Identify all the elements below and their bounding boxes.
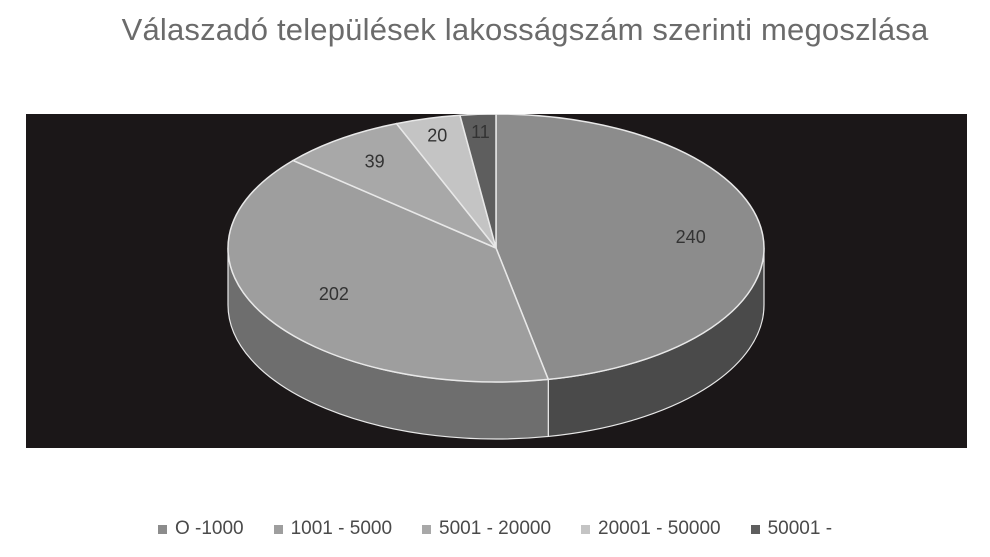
pie-slice-1 <box>227 159 550 383</box>
data-label-3: 20 <box>427 125 447 145</box>
data-label-2: 39 <box>365 152 385 172</box>
legend-swatch-3 <box>581 524 591 534</box>
legend-item-3: 20001 - 50000 <box>581 518 721 540</box>
data-label-1: 202 <box>319 284 349 304</box>
data-label-4: 11 <box>471 122 490 142</box>
pie-chart: 240 202 39 20 11 <box>227 114 765 440</box>
legend-label-2: 5001 - 20000 <box>439 518 552 539</box>
pie-slice-2 <box>291 122 497 249</box>
legend-label-0: O -1000 <box>174 518 244 539</box>
legend: O -1000 1001 - 5000 5001 - 20000 20001 - 50… <box>0 518 990 540</box>
legend-swatch-0 <box>157 524 167 534</box>
legend-label-4: 50001 - <box>767 518 833 539</box>
pie-slices <box>227 114 765 383</box>
pie-slice-4 <box>458 114 497 249</box>
legend-item-1: 1001 - 5000 <box>273 518 393 540</box>
pie-slice-0 <box>495 114 765 381</box>
legend-swatch-1 <box>273 524 283 534</box>
legend-swatch-4 <box>750 524 760 534</box>
data-labels: 240 202 39 20 11 <box>319 122 706 304</box>
legend-label-3: 20001 - 50000 <box>598 518 721 539</box>
legend-item-0: O -1000 <box>157 518 244 540</box>
legend-swatch-2 <box>422 524 432 534</box>
legend-item-2: 5001 - 20000 <box>422 518 551 540</box>
legend-label-1: 1001 - 5000 <box>290 518 393 539</box>
chart-title: Válaszadó települések lakosságszám szeri… <box>121 12 929 47</box>
data-label-0: 240 <box>676 227 706 247</box>
plot-area: 240 202 39 20 11 <box>26 114 967 448</box>
legend-item-4: 50001 - <box>750 518 833 540</box>
